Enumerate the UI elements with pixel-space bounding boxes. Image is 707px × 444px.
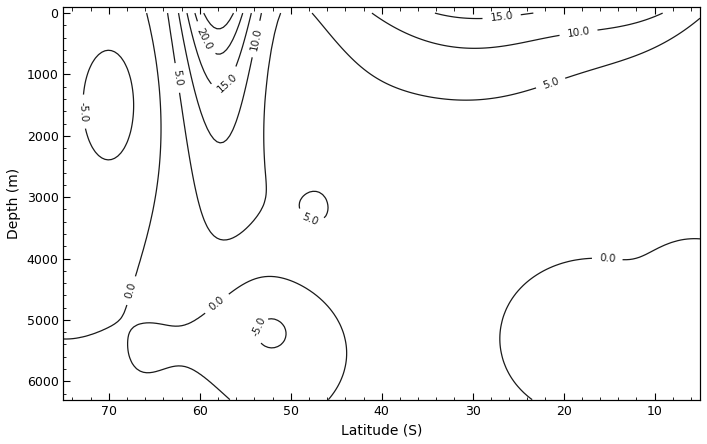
- Text: 10.0: 10.0: [566, 26, 590, 39]
- Y-axis label: Depth (m): Depth (m): [7, 168, 21, 239]
- Text: 20.0: 20.0: [194, 26, 214, 51]
- Text: 5.0: 5.0: [541, 76, 560, 91]
- Text: -5.0: -5.0: [250, 316, 267, 338]
- Text: 15.0: 15.0: [490, 11, 514, 24]
- Text: 5.0: 5.0: [300, 211, 320, 227]
- Text: 0.0: 0.0: [124, 281, 139, 300]
- Text: 0.0: 0.0: [599, 253, 616, 264]
- Text: 10.0: 10.0: [249, 27, 263, 51]
- Text: 15.0: 15.0: [215, 71, 239, 95]
- Text: 5.0: 5.0: [171, 69, 184, 87]
- Text: -5.0: -5.0: [78, 101, 89, 122]
- X-axis label: Latitude (S): Latitude (S): [341, 423, 422, 437]
- Text: 0.0: 0.0: [207, 294, 226, 313]
